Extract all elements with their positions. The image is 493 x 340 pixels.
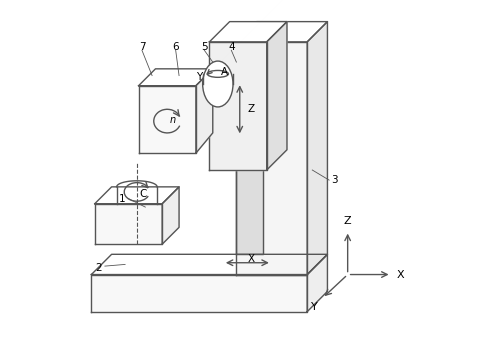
Text: C: C	[140, 189, 147, 199]
Polygon shape	[91, 274, 307, 312]
Polygon shape	[307, 254, 327, 312]
Text: Y: Y	[311, 302, 318, 312]
Text: Z: Z	[344, 216, 352, 226]
Polygon shape	[236, 69, 263, 254]
Polygon shape	[210, 22, 287, 42]
Polygon shape	[307, 22, 327, 274]
Ellipse shape	[207, 70, 228, 77]
Ellipse shape	[203, 61, 233, 107]
Text: X: X	[248, 254, 255, 265]
Text: 6: 6	[173, 42, 179, 52]
Text: 1: 1	[118, 194, 125, 204]
Polygon shape	[95, 204, 162, 244]
Text: X: X	[396, 270, 404, 279]
Text: 5: 5	[201, 42, 208, 52]
Text: 4: 4	[228, 42, 235, 52]
Polygon shape	[139, 69, 213, 86]
Text: 2: 2	[95, 263, 102, 273]
Text: 3: 3	[331, 175, 338, 185]
Polygon shape	[236, 42, 307, 274]
Polygon shape	[267, 22, 287, 170]
Polygon shape	[162, 187, 179, 244]
Text: 7: 7	[139, 42, 145, 52]
Text: Z: Z	[247, 104, 255, 114]
Text: A: A	[221, 67, 228, 77]
Polygon shape	[91, 254, 327, 274]
Text: Y: Y	[196, 72, 202, 82]
Polygon shape	[196, 69, 213, 153]
Polygon shape	[210, 42, 267, 170]
Polygon shape	[236, 22, 327, 42]
Polygon shape	[139, 86, 196, 153]
Text: n: n	[170, 115, 176, 125]
Polygon shape	[95, 187, 179, 204]
